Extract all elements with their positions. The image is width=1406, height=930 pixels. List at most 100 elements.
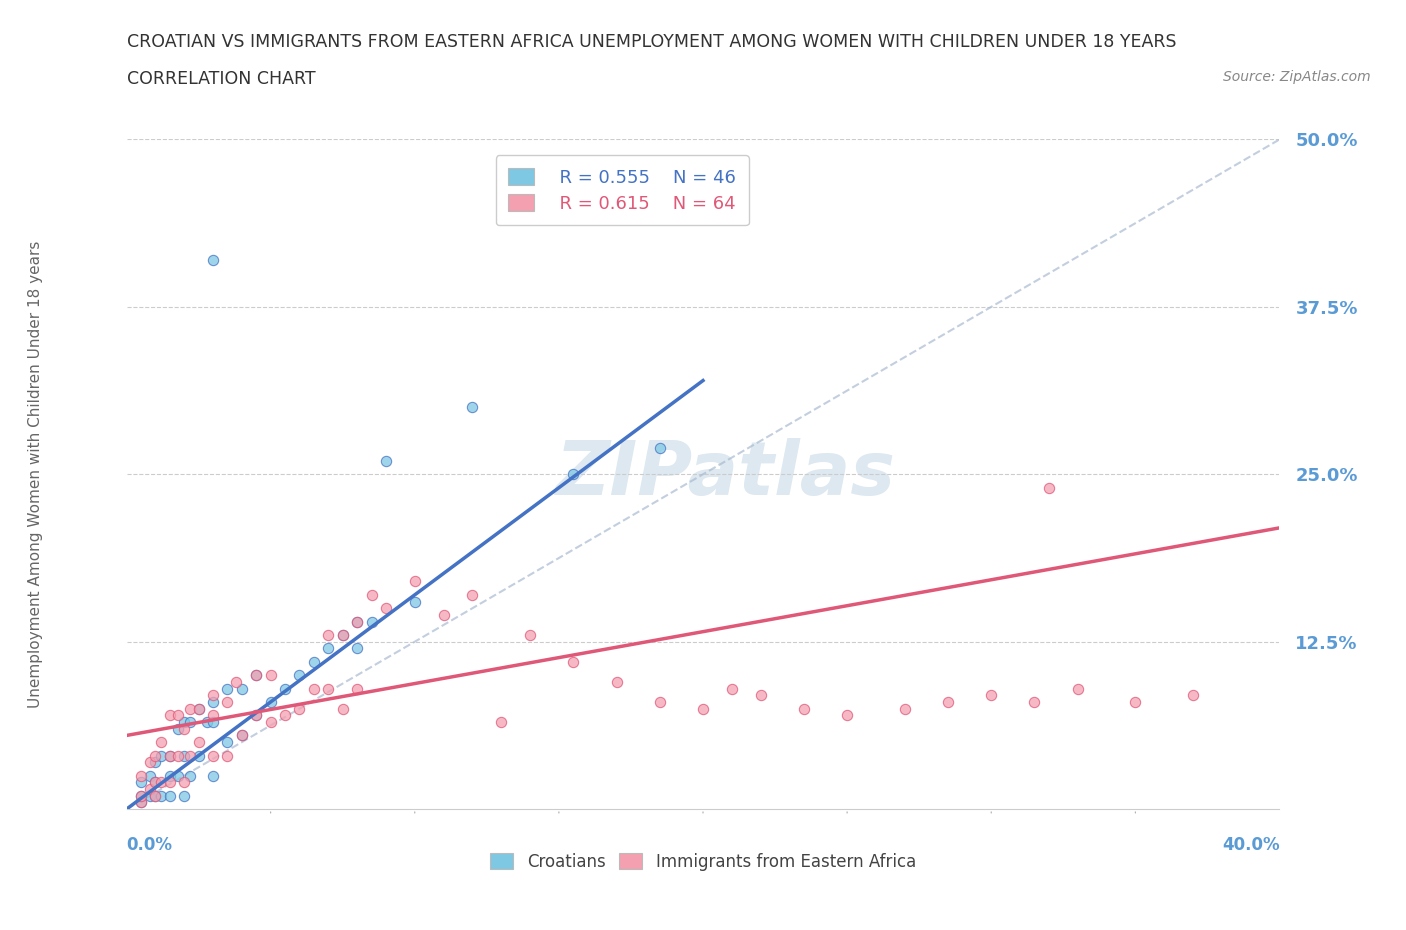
Point: [145, 775, 166, 790]
Point: [202, 748, 225, 763]
Point: [167, 708, 190, 723]
Point: [936, 695, 959, 710]
Point: [138, 768, 160, 783]
Point: [1038, 480, 1060, 495]
Point: [179, 748, 201, 763]
Point: [138, 755, 160, 770]
Point: [159, 748, 181, 763]
Point: [346, 614, 368, 629]
Point: [173, 748, 195, 763]
Text: Unemployment Among Women with Children Under 18 years: Unemployment Among Women with Children U…: [28, 241, 42, 708]
Point: [245, 708, 267, 723]
Point: [793, 701, 815, 716]
Point: [195, 714, 218, 729]
Point: [461, 400, 484, 415]
Point: [835, 708, 858, 723]
Point: [159, 708, 181, 723]
Point: [167, 748, 190, 763]
Point: [150, 789, 173, 804]
Point: [187, 701, 209, 716]
Text: 40.0%: 40.0%: [1222, 836, 1279, 854]
Point: [245, 668, 267, 683]
Point: [1024, 695, 1046, 710]
Point: [332, 628, 354, 643]
Point: [346, 614, 368, 629]
Point: [332, 701, 354, 716]
Point: [187, 735, 209, 750]
Point: [173, 789, 195, 804]
Point: [129, 795, 152, 810]
Point: [167, 768, 190, 783]
Text: CORRELATION CHART: CORRELATION CHART: [127, 70, 315, 87]
Text: 0.0%: 0.0%: [127, 836, 173, 854]
Point: [138, 781, 160, 796]
Point: [231, 728, 253, 743]
Point: [159, 789, 181, 804]
Point: [159, 768, 181, 783]
Point: [129, 768, 152, 783]
Point: [159, 748, 181, 763]
Point: [138, 789, 160, 804]
Point: [145, 755, 166, 770]
Point: [202, 695, 225, 710]
Point: [202, 768, 225, 783]
Point: [202, 714, 225, 729]
Point: [1181, 688, 1204, 703]
Point: [360, 614, 382, 629]
Point: [187, 748, 209, 763]
Point: [145, 789, 166, 804]
Point: [173, 775, 195, 790]
Point: [259, 695, 281, 710]
Point: [145, 775, 166, 790]
Point: [374, 601, 398, 616]
Point: [129, 795, 152, 810]
Point: [894, 701, 917, 716]
Point: [980, 688, 1002, 703]
Point: [129, 789, 152, 804]
Point: [404, 574, 426, 589]
Point: [245, 668, 267, 683]
Point: [202, 688, 225, 703]
Point: [231, 728, 253, 743]
Point: [720, 681, 742, 696]
Point: [150, 748, 173, 763]
Point: [173, 714, 195, 729]
Point: [179, 714, 201, 729]
Point: [231, 681, 253, 696]
Text: ZIPatlas: ZIPatlas: [555, 438, 896, 511]
Point: [692, 701, 714, 716]
Point: [217, 735, 239, 750]
Point: [150, 775, 173, 790]
Point: [318, 628, 340, 643]
Point: [318, 681, 340, 696]
Point: [179, 701, 201, 716]
Point: [346, 681, 368, 696]
Point: [346, 641, 368, 656]
Point: [605, 674, 627, 689]
Point: [374, 454, 398, 469]
Point: [562, 655, 585, 670]
Point: [302, 655, 325, 670]
Point: [245, 708, 267, 723]
Point: [202, 253, 225, 268]
Point: [259, 714, 281, 729]
Point: [433, 607, 456, 622]
Point: [318, 641, 340, 656]
Point: [648, 440, 671, 455]
Point: [288, 701, 311, 716]
Point: [159, 775, 181, 790]
Point: [489, 714, 512, 729]
Point: [1067, 681, 1090, 696]
Point: [461, 588, 484, 603]
Point: [129, 789, 152, 804]
Point: [404, 594, 426, 609]
Point: [259, 668, 281, 683]
Point: [217, 748, 239, 763]
Text: Source: ZipAtlas.com: Source: ZipAtlas.com: [1223, 70, 1371, 84]
Point: [202, 708, 225, 723]
Point: [749, 688, 772, 703]
Point: [562, 467, 585, 482]
Point: [187, 701, 209, 716]
Point: [225, 674, 247, 689]
Point: [150, 735, 173, 750]
